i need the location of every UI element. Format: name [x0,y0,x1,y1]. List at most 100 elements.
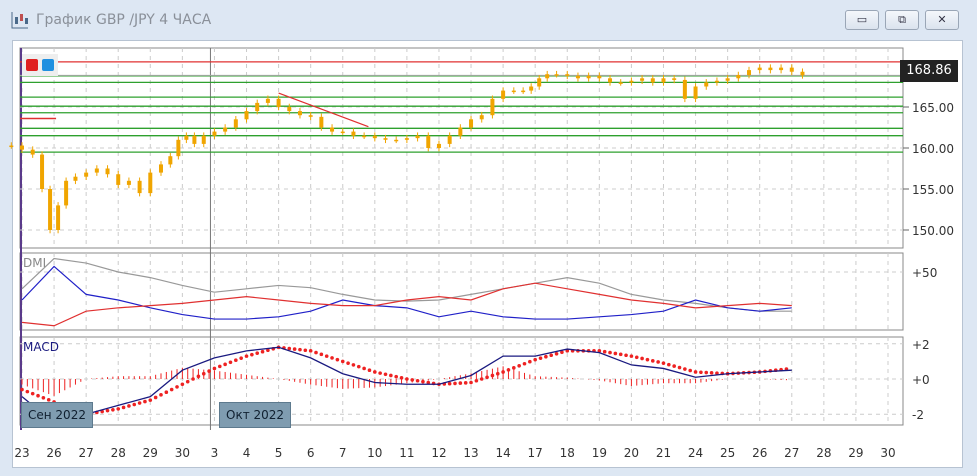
macd-signal-dot [308,349,313,353]
candle [64,180,69,206]
macd-signal-dot [127,404,131,408]
macd-signal-dot [512,366,516,370]
x-tick-label: 6 [307,446,315,460]
macd-signal-dot [629,354,634,358]
macd-signal-dot [105,408,110,413]
candle [244,111,249,120]
macd-tick-label: +2 [912,338,930,352]
candle [469,119,474,128]
price-tick-label: 165.00 [912,101,954,115]
macd-signal-dot [239,356,243,360]
macd-signal-dot [528,359,532,364]
macd-signal-dot [645,357,650,362]
x-tick-label: 10 [367,446,382,460]
macd-signal-dot [143,399,147,404]
macd-signal-dot [699,370,703,375]
candle [212,131,217,136]
candle [233,119,238,128]
x-tick-label: 30 [880,446,895,460]
macd-signal-dot [453,381,457,386]
candle [255,102,260,112]
macd-signal-dot [517,364,521,368]
candle [747,70,752,76]
macd-signal-dot [153,395,158,400]
macd-signal-dot [618,352,623,357]
restore-button[interactable]: ⧉ [885,10,919,30]
macd-signal-dot [522,361,527,366]
macd-signal-dot [485,375,489,380]
candle [415,135,420,139]
candle [158,164,163,173]
x-tick-label: 21 [656,446,671,460]
macd-signal-dot [608,350,612,355]
macd-signal-dot [250,352,254,357]
macd-signal-dot [36,393,40,398]
candle [319,116,324,128]
red-square-icon[interactable] [26,59,38,71]
candlestick-chart-icon [11,12,28,29]
macd-signal-dot [506,368,511,372]
x-tick-label: 28 [816,446,831,460]
candle [479,115,484,120]
candle [116,174,121,185]
candle [736,75,741,79]
candle [714,80,719,83]
macd-signal-dot [389,373,393,378]
close-button[interactable]: ✕ [925,10,959,30]
macd-signal-dot [704,370,709,375]
chart-panel[interactable] [12,40,963,468]
macd-signal-dot [25,389,30,394]
macd-signal-dot [111,408,115,412]
minimize-button[interactable]: ▭ [845,10,879,30]
candle [383,138,388,140]
pane-frame [19,336,904,426]
macd-signal-dot [164,390,169,395]
macd-signal-dot [447,381,452,386]
window-title: График GBP /JPY 4 ЧАСА [36,12,212,28]
candle [501,90,506,99]
macd-signal-dot [399,376,404,380]
candle [704,82,709,87]
macd-signal-dot [474,378,479,383]
x-tick-label: 25 [720,446,735,460]
macd-signal-dot [624,353,628,358]
macd-signal-dot [469,380,473,385]
candle [265,98,270,103]
macd-signal-dot [421,379,425,384]
macd-signal-dot [137,401,142,405]
macd-signal-dot [191,377,195,381]
macd-signal-dot [495,371,500,376]
candle [436,143,441,148]
x-tick-label: 3 [211,446,219,460]
candle [521,90,526,93]
x-tick-label: 11 [399,446,414,460]
macd-signal-dot [30,391,35,396]
price-tick-label: 150.00 [912,224,954,238]
month-label-sep: Сен 2022 [21,402,93,428]
macd-signal-dot [490,373,495,378]
macd-signal-dot [180,382,185,387]
macd-signal-dot [228,360,233,365]
candle [565,74,570,76]
macd-signal-dot [426,380,431,385]
x-tick-label: 17 [528,446,543,460]
macd-signal-dot [640,356,644,361]
candle [789,67,794,72]
macd-signal-dot [340,359,345,364]
candle [105,168,110,175]
candle [537,78,542,87]
candle [426,135,431,148]
macd-signal-dot [46,398,51,402]
candle [586,75,591,79]
blue-square-icon[interactable] [42,59,54,71]
macd-signal-dot [549,353,554,358]
candle [394,139,399,142]
candle [340,131,345,134]
macd-signal-dot [613,351,618,356]
candle [682,79,687,99]
candle [575,75,580,79]
candle [73,176,78,181]
price-tick-label: 155.00 [912,183,954,197]
x-tick-label: 7 [339,446,347,460]
